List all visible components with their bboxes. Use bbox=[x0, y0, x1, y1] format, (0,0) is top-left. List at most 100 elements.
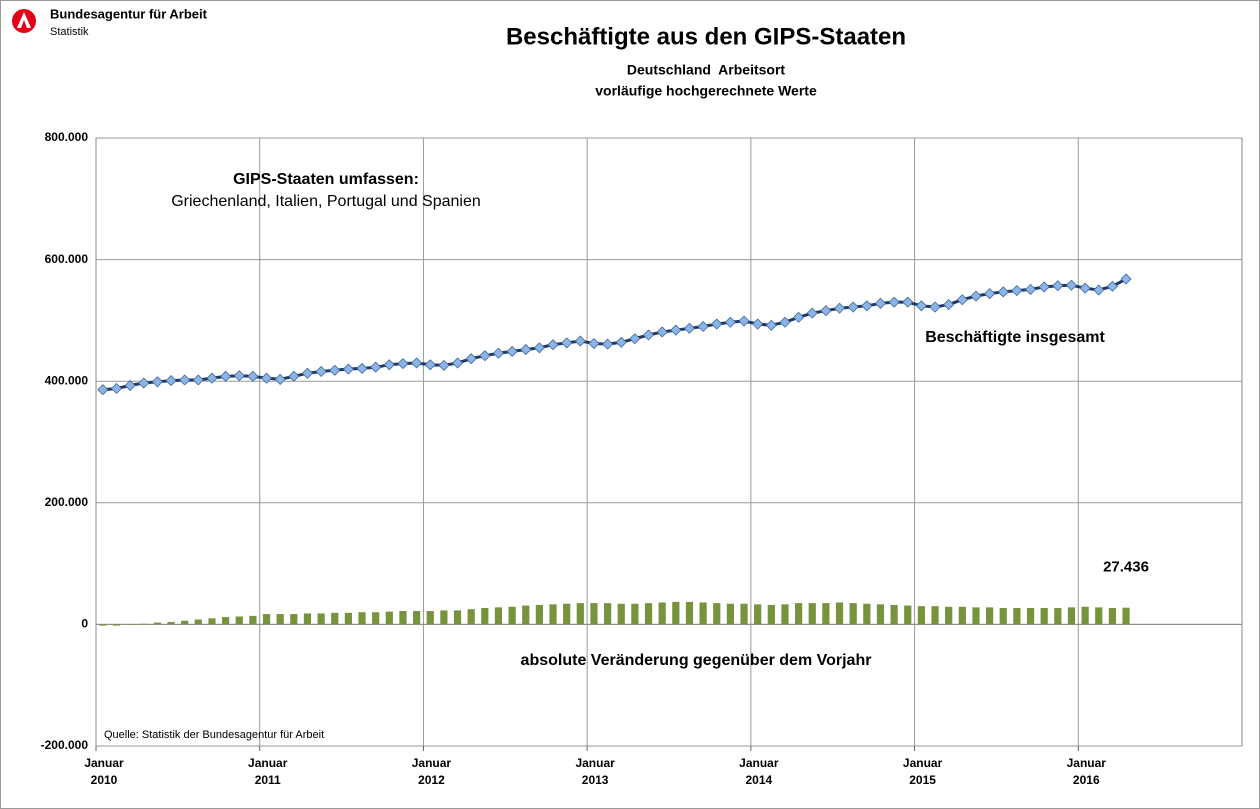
bar bbox=[849, 603, 857, 625]
bar bbox=[1095, 607, 1103, 625]
marker bbox=[492, 347, 505, 359]
marker bbox=[1024, 283, 1037, 295]
marker bbox=[629, 333, 641, 345]
bar bbox=[372, 612, 380, 625]
bar bbox=[835, 602, 844, 625]
marker bbox=[888, 296, 900, 308]
bar bbox=[986, 607, 994, 625]
marker bbox=[411, 357, 423, 369]
marker bbox=[533, 342, 545, 354]
marker bbox=[642, 329, 655, 341]
bar bbox=[276, 614, 284, 625]
y-tick-label: -200.000 bbox=[41, 738, 89, 752]
y-tick-label: 800.000 bbox=[45, 130, 89, 144]
bar bbox=[126, 624, 134, 626]
marker bbox=[288, 370, 300, 382]
series-label: Beschäftigte insgesamt bbox=[925, 329, 1105, 346]
bar bbox=[576, 603, 584, 625]
bar bbox=[494, 607, 503, 625]
bar bbox=[385, 611, 393, 625]
bar bbox=[904, 605, 912, 625]
x-tick-label: Januar 2013 bbox=[575, 756, 615, 787]
marker bbox=[561, 337, 573, 349]
bar bbox=[235, 616, 243, 625]
bar bbox=[604, 603, 612, 625]
bar bbox=[453, 610, 462, 625]
bar bbox=[767, 604, 775, 625]
y-tick-label: 200.000 bbox=[45, 495, 89, 509]
marker bbox=[574, 335, 586, 347]
x-tick-label: Januar 2016 bbox=[1067, 756, 1107, 787]
marker bbox=[438, 359, 450, 371]
marker bbox=[260, 372, 273, 384]
x-tick-label: Januar 2010 bbox=[84, 756, 124, 787]
subtitle: Deutschland Arbeitsort bbox=[627, 62, 786, 78]
bar bbox=[781, 604, 789, 625]
marker bbox=[520, 344, 532, 356]
marker bbox=[179, 374, 191, 386]
bar bbox=[972, 607, 980, 625]
bar bbox=[153, 622, 161, 625]
y-tick-label: 600.000 bbox=[45, 252, 89, 266]
bar bbox=[222, 617, 230, 625]
marker bbox=[956, 294, 968, 306]
bar bbox=[726, 603, 734, 625]
marker bbox=[970, 290, 982, 302]
subtitle: vorläufige hochgerechnete Werte bbox=[595, 83, 817, 99]
bar bbox=[426, 611, 434, 625]
bar bbox=[1040, 607, 1048, 625]
marker bbox=[247, 370, 259, 382]
marker bbox=[806, 307, 818, 319]
marker bbox=[793, 311, 805, 323]
marker bbox=[397, 358, 409, 370]
marker bbox=[588, 337, 600, 350]
bar bbox=[713, 603, 721, 625]
marker bbox=[915, 300, 927, 312]
x-tick-label: Januar 2011 bbox=[248, 756, 288, 787]
marker bbox=[1106, 280, 1118, 292]
chart-title: Beschäftigte aus den GIPS-Staaten bbox=[506, 23, 906, 50]
bar bbox=[112, 624, 121, 626]
marker bbox=[274, 373, 286, 385]
x-tick-label: Januar 2015 bbox=[903, 756, 943, 787]
bar bbox=[958, 606, 966, 625]
annotation: Griechenland, Italien, Portugal und Span… bbox=[171, 193, 481, 210]
bar bbox=[535, 604, 543, 625]
marker bbox=[847, 301, 859, 313]
bar bbox=[931, 606, 939, 625]
marker bbox=[192, 374, 204, 386]
series-label: absolute Veränderung gegenüber dem Vorja… bbox=[521, 652, 872, 669]
bar bbox=[795, 603, 803, 625]
marker bbox=[151, 376, 163, 388]
marker bbox=[861, 300, 873, 312]
marker bbox=[138, 377, 150, 389]
bar bbox=[262, 614, 271, 625]
bar bbox=[303, 613, 312, 625]
bar bbox=[1081, 606, 1089, 625]
bar bbox=[290, 614, 298, 625]
marker bbox=[465, 353, 477, 365]
bar bbox=[413, 611, 421, 625]
marker bbox=[997, 286, 1009, 298]
bar bbox=[699, 602, 707, 625]
marker bbox=[670, 324, 682, 336]
marker bbox=[765, 319, 777, 331]
bar bbox=[331, 612, 339, 625]
marker bbox=[206, 372, 218, 384]
bar bbox=[563, 603, 571, 625]
bar bbox=[999, 607, 1007, 625]
marker bbox=[383, 359, 395, 371]
marker bbox=[752, 318, 764, 330]
marker bbox=[1120, 273, 1132, 285]
marker bbox=[738, 315, 750, 327]
marker bbox=[929, 301, 941, 313]
bar bbox=[481, 607, 489, 625]
bar bbox=[945, 606, 953, 625]
marker bbox=[110, 382, 123, 395]
marker bbox=[424, 359, 436, 371]
marker bbox=[602, 338, 614, 350]
bar bbox=[808, 603, 816, 625]
marker bbox=[943, 299, 955, 311]
marker bbox=[1079, 282, 1091, 294]
